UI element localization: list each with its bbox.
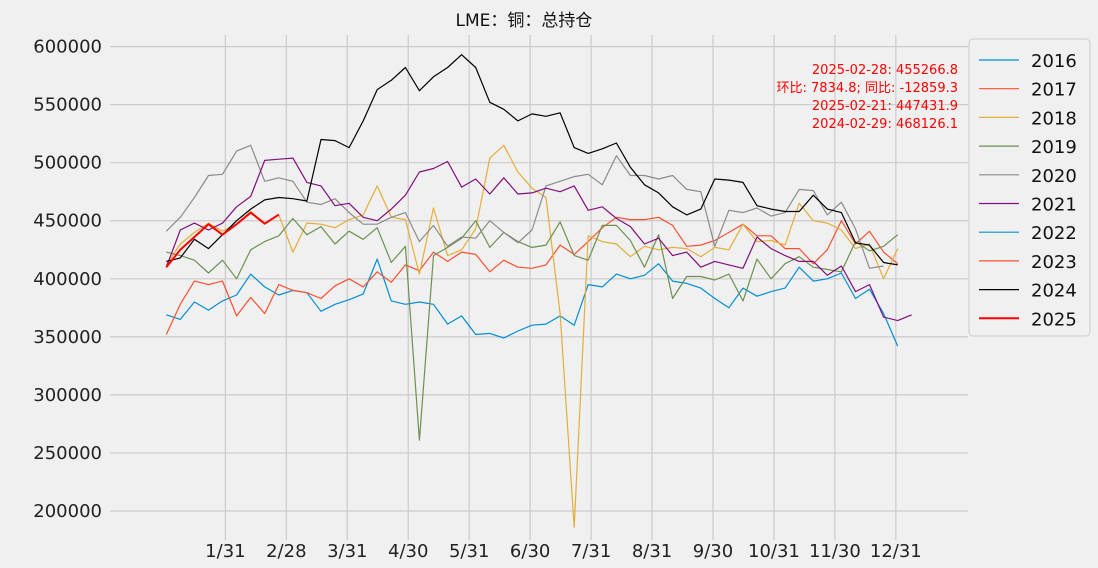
plot-area bbox=[110, 35, 968, 540]
legend-label-2023: 2023 bbox=[1031, 252, 1077, 273]
legend-label-2020: 2020 bbox=[1031, 166, 1077, 187]
legend-label-2024: 2024 bbox=[1031, 281, 1077, 302]
x-tick-label: 11/30 bbox=[809, 541, 861, 562]
annotation-line: 2025-02-21: 447431.9 bbox=[812, 99, 958, 114]
x-tick-label: 12/31 bbox=[870, 541, 922, 562]
x-tick-label: 7/31 bbox=[571, 541, 611, 562]
series-line-2025 bbox=[165, 211, 280, 268]
legend-label-2025: 2025 bbox=[1031, 309, 1077, 330]
legend-label-2017: 2017 bbox=[1031, 80, 1077, 101]
series-line-2018 bbox=[165, 144, 899, 528]
x-tick-label: 6/30 bbox=[510, 541, 550, 562]
y-tick-label: 600000 bbox=[33, 37, 102, 58]
annotation: 2025-02-28: 455266.8 环比: 7834.8; 同比: -128… bbox=[777, 63, 958, 132]
series-line-2024 bbox=[166, 54, 898, 266]
x-tick-label: 4/30 bbox=[388, 541, 428, 562]
x-tick-label: 9/30 bbox=[693, 541, 733, 562]
legend-label-2018: 2018 bbox=[1031, 108, 1077, 129]
y-tick-label: 550000 bbox=[33, 95, 102, 116]
y-tick-label: 500000 bbox=[33, 153, 102, 174]
x-tick-label: 5/31 bbox=[449, 541, 489, 562]
y-tick-label: 300000 bbox=[33, 385, 102, 406]
x-tick-label: 10/31 bbox=[748, 541, 800, 562]
x-tick-label: 2/28 bbox=[266, 541, 306, 562]
annotation-line: 2024-02-29: 468126.1 bbox=[812, 117, 958, 132]
annotation-line: 2025-02-28: 455266.8 bbox=[812, 63, 958, 78]
legend: 2016 2017 2018 2019 2020 2021 2022 2023 2024 2025 bbox=[968, 38, 1091, 337]
y-tick-label: 200000 bbox=[33, 501, 102, 522]
annotation-line: 环比: 7834.8; 同比: -12859.3 bbox=[777, 81, 958, 96]
series-layer bbox=[165, 54, 912, 528]
series-line-2021 bbox=[165, 157, 912, 322]
legend-label-2016: 2016 bbox=[1031, 51, 1077, 72]
legend-label-2022: 2022 bbox=[1031, 223, 1077, 244]
series-line-2020 bbox=[165, 144, 884, 269]
x-axis: 1/31 2/28 3/31 4/30 5/31 6/30 7/31 8/31 9/30 10/3… bbox=[205, 541, 922, 562]
x-tick-label: 8/31 bbox=[632, 541, 672, 562]
chart-title: LME：铜：总持仓 bbox=[456, 11, 593, 31]
y-tick-label: 400000 bbox=[33, 269, 102, 290]
series-line-2016 bbox=[166, 258, 899, 347]
series-line-2017 bbox=[165, 216, 899, 335]
y-tick-label: 350000 bbox=[33, 327, 102, 348]
legend-label-2019: 2019 bbox=[1031, 137, 1077, 158]
legend-box bbox=[968, 38, 1091, 337]
grid bbox=[110, 35, 968, 540]
x-tick-label: 1/31 bbox=[205, 541, 245, 562]
y-tick-label: 250000 bbox=[33, 443, 102, 464]
series-line-2019 bbox=[166, 217, 899, 441]
y-tick-label: 450000 bbox=[33, 211, 102, 232]
legend-label-2021: 2021 bbox=[1031, 195, 1077, 216]
x-tick-label: 3/31 bbox=[327, 541, 367, 562]
y-axis: 200000 250000 300000 350000 400000 450000 5000… bbox=[33, 37, 102, 522]
